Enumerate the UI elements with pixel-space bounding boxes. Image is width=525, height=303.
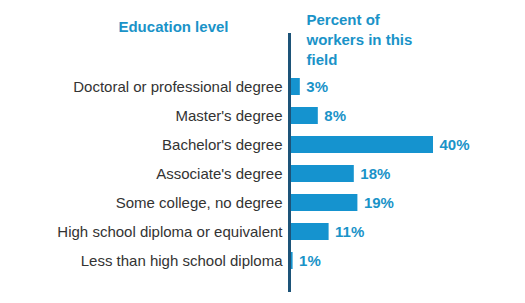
- svg-text:3%: 3%: [306, 78, 328, 95]
- svg-text:11%: 11%: [335, 223, 364, 240]
- svg-text:Less than high school diploma: Less than high school diploma: [81, 252, 283, 269]
- svg-text:Doctoral or professional degre: Doctoral or professional degree: [73, 78, 282, 95]
- svg-text:Bachelor's degree: Bachelor's degree: [162, 136, 282, 153]
- svg-text:Master's degree: Master's degree: [175, 107, 282, 124]
- svg-text:1%: 1%: [299, 252, 321, 269]
- svg-text:8%: 8%: [324, 107, 346, 124]
- svg-text:19%: 19%: [364, 194, 394, 211]
- svg-text:High school diploma or equival: High school diploma or equivalent: [57, 223, 283, 240]
- svg-text:Education level: Education level: [118, 18, 228, 35]
- svg-text:18%: 18%: [360, 165, 390, 182]
- svg-text:40%: 40%: [440, 136, 470, 153]
- svg-text:Some college, no degree: Some college, no degree: [116, 194, 283, 211]
- svg-text:Associate's degree: Associate's degree: [156, 165, 282, 182]
- svg-text:Percent ofworkers in thisfield: Percent ofworkers in thisfield: [306, 11, 413, 68]
